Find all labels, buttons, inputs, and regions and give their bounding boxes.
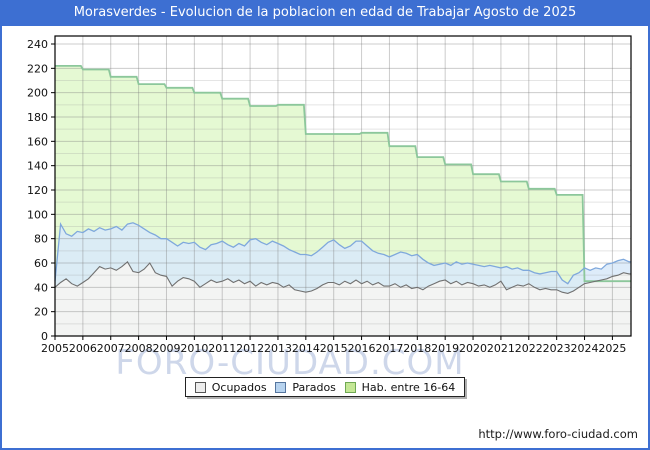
svg-text:140: 140 — [27, 160, 48, 173]
svg-text:240: 240 — [27, 38, 48, 51]
svg-text:60: 60 — [34, 257, 48, 270]
legend-label-hab-16-64: Hab. entre 16-64 — [361, 380, 456, 394]
svg-text:40: 40 — [34, 281, 48, 294]
svg-text:2023: 2023 — [543, 342, 571, 355]
hab-16-64-swatch-icon — [344, 381, 356, 393]
svg-text:200: 200 — [27, 87, 48, 100]
svg-text:2012: 2012 — [236, 342, 264, 355]
svg-text:2021: 2021 — [487, 342, 515, 355]
svg-text:180: 180 — [27, 111, 48, 124]
svg-text:2018: 2018 — [403, 342, 431, 355]
svg-text:2005: 2005 — [41, 342, 69, 355]
svg-text:2008: 2008 — [125, 342, 153, 355]
legend-label-ocupados: Ocupados — [211, 380, 267, 394]
svg-text:2006: 2006 — [69, 342, 97, 355]
legend-item-parados: Parados — [275, 381, 336, 394]
svg-text:2010: 2010 — [180, 342, 208, 355]
site-url-link[interactable]: http://www.foro-ciudad.com — [478, 427, 638, 441]
chart-title: Morasverdes - Evolucion de la poblacion … — [0, 0, 650, 26]
svg-text:2022: 2022 — [515, 342, 543, 355]
svg-text:0: 0 — [41, 330, 48, 343]
svg-text:120: 120 — [27, 184, 48, 197]
svg-text:2020: 2020 — [459, 342, 487, 355]
svg-text:2015: 2015 — [320, 342, 348, 355]
svg-text:2009: 2009 — [152, 342, 180, 355]
legend-item-hab-16-64: Hab. entre 16-64 — [344, 380, 456, 394]
legend-item-ocupados: Ocupados — [194, 380, 267, 394]
svg-text:2019: 2019 — [431, 342, 459, 355]
svg-text:2024: 2024 — [571, 342, 599, 355]
watermark: FORO-CIUDAD.COM — [115, 343, 465, 383]
svg-text:2011: 2011 — [208, 342, 236, 355]
ocupados-swatch-icon — [194, 381, 206, 393]
svg-text:2016: 2016 — [348, 342, 376, 355]
svg-text:2025: 2025 — [598, 342, 626, 355]
svg-text:160: 160 — [27, 135, 48, 148]
svg-text:20: 20 — [34, 306, 48, 319]
svg-text:80: 80 — [34, 233, 48, 246]
chart-legend: Ocupados Parados Hab. entre 16-64 — [185, 377, 465, 397]
parados-swatch-icon — [275, 381, 287, 393]
svg-text:2007: 2007 — [97, 342, 125, 355]
svg-text:2013: 2013 — [264, 342, 292, 355]
svg-text:2014: 2014 — [292, 342, 320, 355]
svg-text:100: 100 — [27, 208, 48, 221]
svg-text:2017: 2017 — [375, 342, 403, 355]
svg-text:220: 220 — [27, 62, 48, 75]
legend-label-parados: Parados — [292, 380, 336, 394]
